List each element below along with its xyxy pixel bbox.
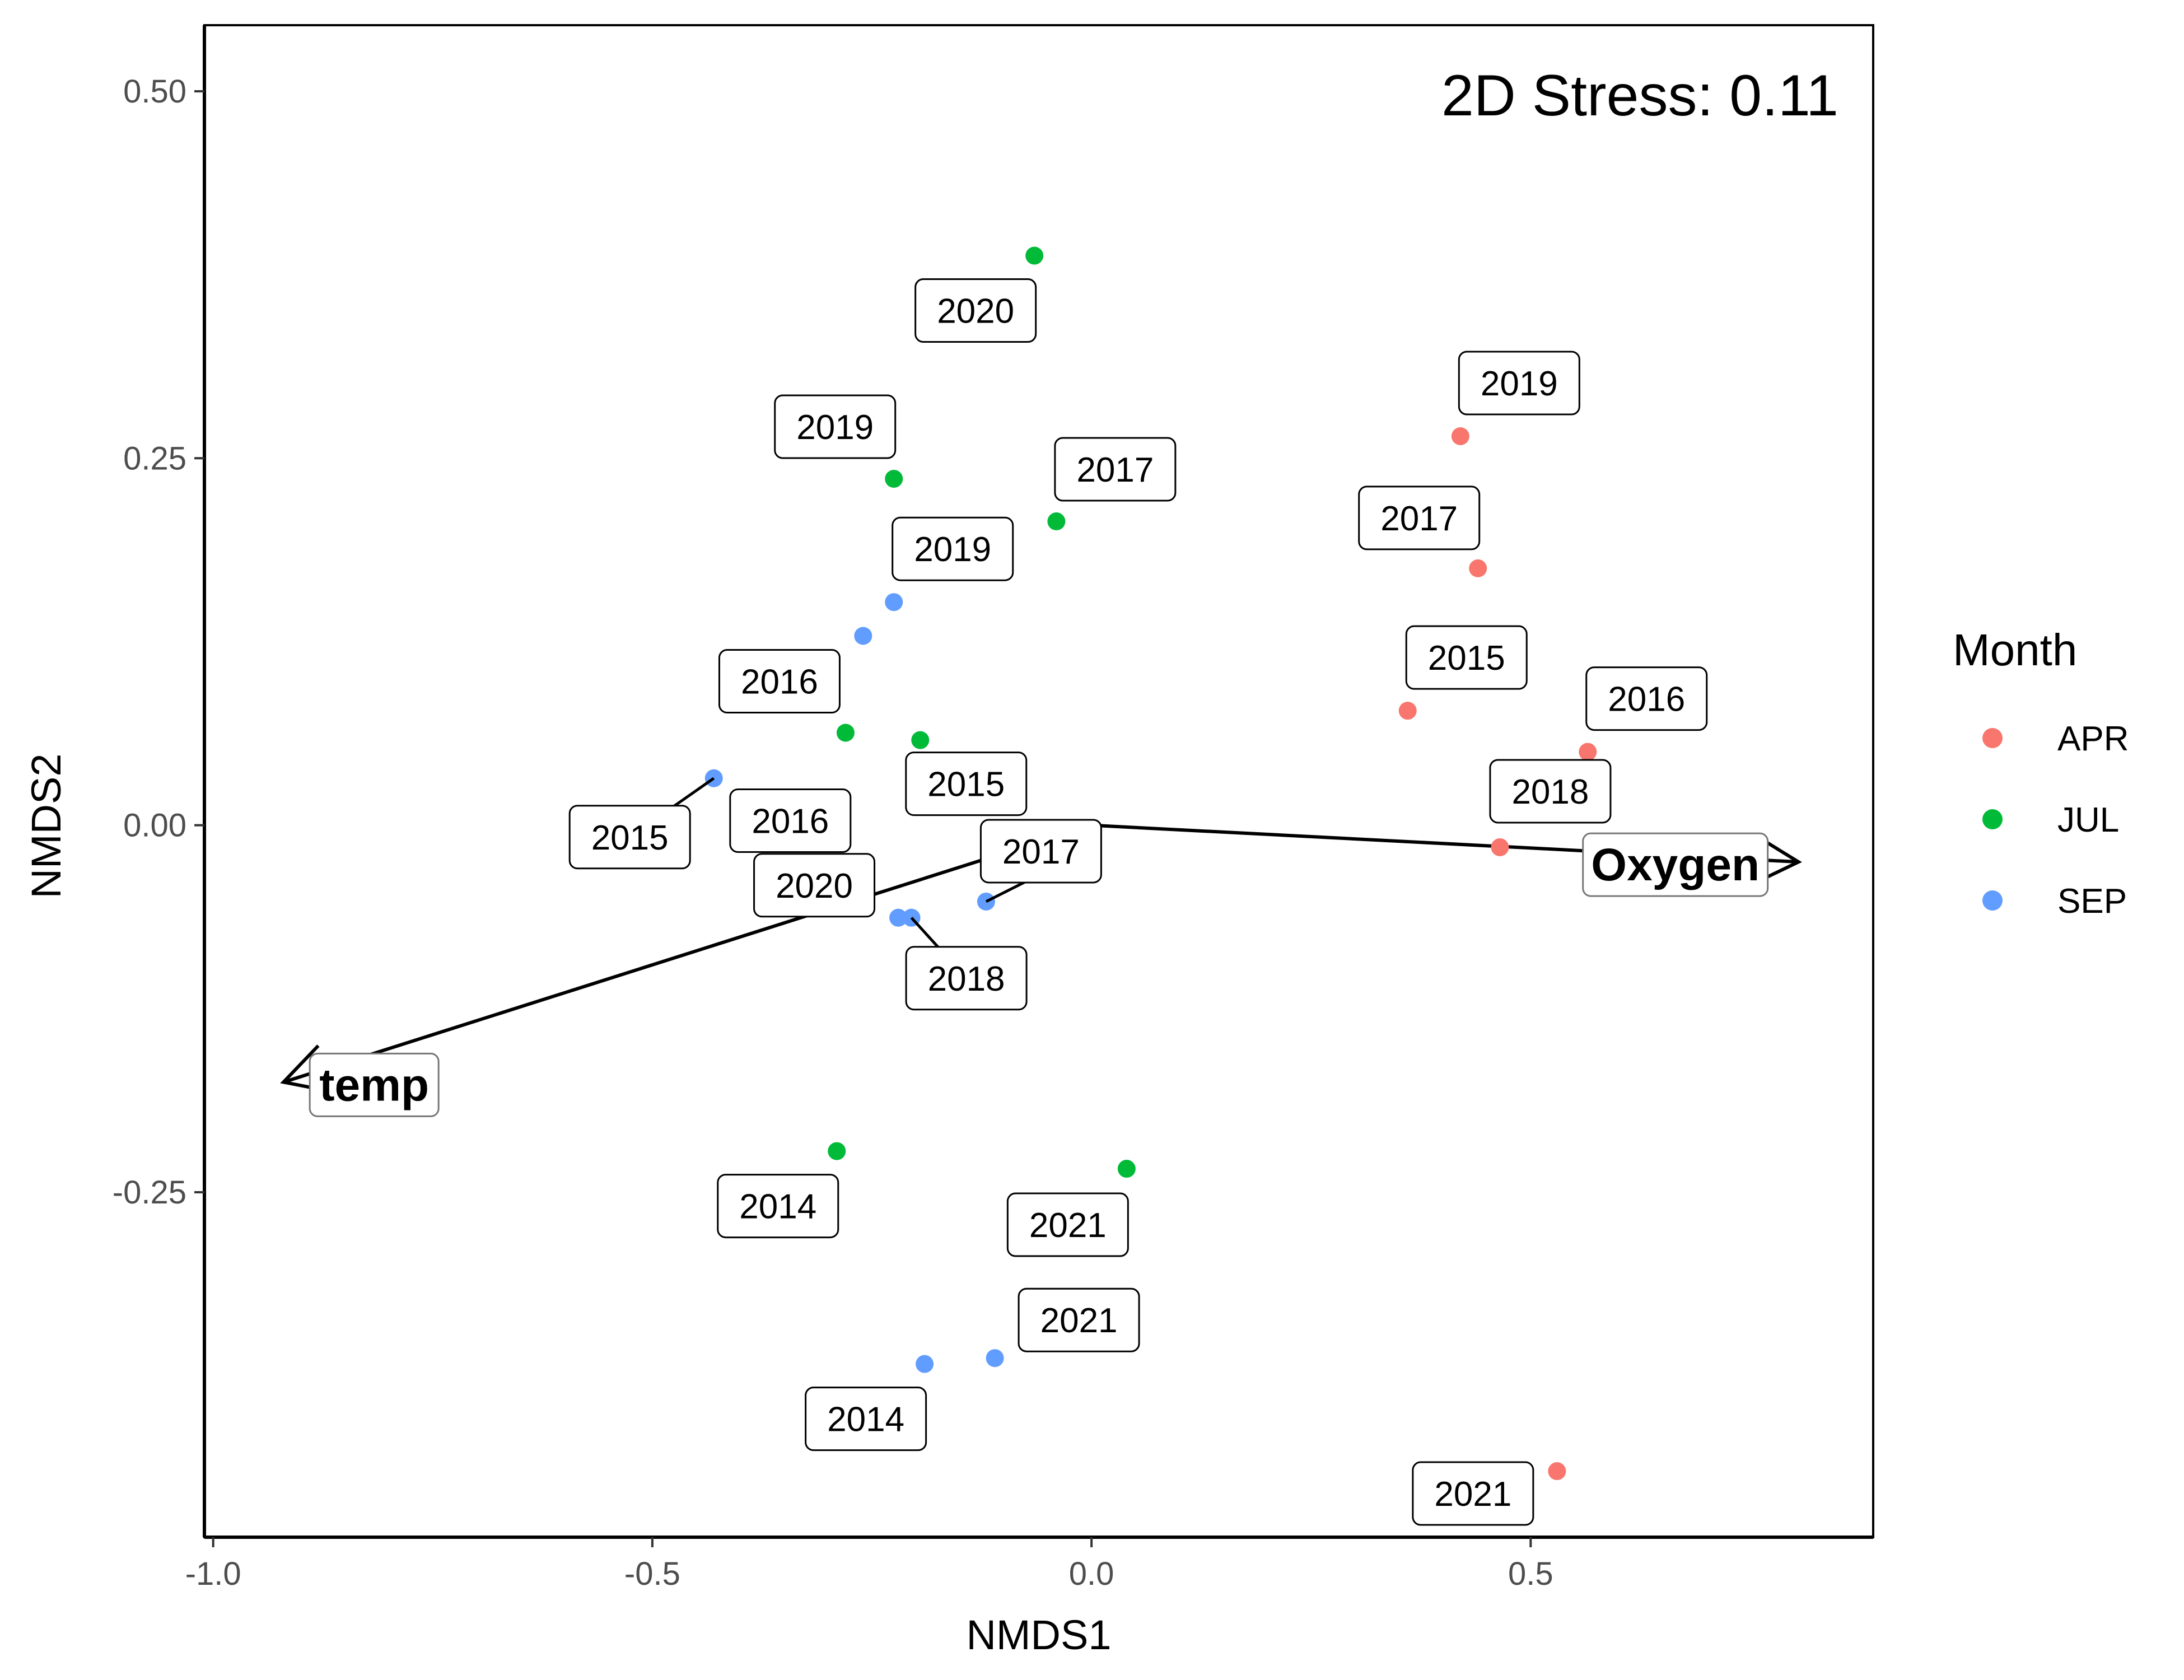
vector-label-box bbox=[1582, 832, 1769, 897]
point-label-box bbox=[1489, 759, 1612, 824]
point-label-box bbox=[753, 853, 876, 918]
point-label-box bbox=[717, 1174, 839, 1239]
data-point-jul-2016 bbox=[836, 724, 855, 742]
y-tick-label: -0.25 bbox=[113, 1174, 186, 1211]
data-point-sep-2019 bbox=[885, 593, 903, 612]
vector-label-box bbox=[309, 1052, 440, 1117]
x-tick-label: 0.5 bbox=[1508, 1556, 1553, 1592]
y-tick-label: 0.50 bbox=[123, 73, 186, 110]
vector-label: Oxygen bbox=[1591, 839, 1760, 890]
data-point-sep-2014 bbox=[916, 1355, 934, 1373]
point-label-box bbox=[1458, 351, 1580, 416]
y-axis-title: NMDS2 bbox=[23, 753, 69, 898]
point-label: 2015 bbox=[927, 766, 1005, 804]
point-label-box bbox=[1006, 1192, 1129, 1257]
point-label: 2018 bbox=[1511, 773, 1589, 811]
data-point-jul-2015 bbox=[911, 731, 930, 749]
stress-annotation: 2D Stress: 0.11 bbox=[1441, 63, 1838, 128]
vector-label: temp bbox=[319, 1060, 429, 1110]
data-point-sep-2021 bbox=[986, 1349, 1004, 1368]
point-label-box bbox=[905, 752, 1028, 816]
legend-label-jul: JUL bbox=[2057, 801, 2119, 839]
data-point-jul-2020 bbox=[1025, 246, 1044, 265]
point-label-box bbox=[1018, 1287, 1140, 1352]
point-label-box bbox=[1054, 437, 1177, 502]
point-label-box bbox=[1358, 486, 1481, 550]
point-label: 2014 bbox=[739, 1188, 816, 1226]
vector-temp-line bbox=[283, 823, 1093, 1084]
point-label: 2020 bbox=[776, 867, 853, 906]
data-point-jul-2014 bbox=[828, 1142, 846, 1160]
point-label: 2017 bbox=[1076, 451, 1154, 489]
data-point-apr-2019 bbox=[1451, 427, 1469, 445]
legend-key-apr bbox=[1982, 728, 2003, 748]
data-point-apr-2017 bbox=[1469, 559, 1487, 577]
data-point-jul-2021 bbox=[1117, 1160, 1136, 1178]
x-tick-label: -0.5 bbox=[624, 1556, 680, 1592]
data-point-apr-2018 bbox=[1491, 838, 1509, 856]
point-label-box bbox=[1585, 666, 1708, 731]
point-label: 2015 bbox=[1428, 639, 1505, 678]
data-point-apr-2015 bbox=[1398, 702, 1417, 720]
point-label: 2016 bbox=[752, 802, 829, 841]
point-label: 2017 bbox=[1002, 833, 1080, 871]
point-label-box bbox=[718, 648, 841, 713]
plot-panel bbox=[203, 24, 1874, 1539]
point-label-box bbox=[774, 394, 897, 459]
point-label-box bbox=[1412, 1461, 1534, 1526]
legend-label-sep: SEP bbox=[2057, 882, 2127, 921]
x-tick-label: 0.0 bbox=[1069, 1556, 1114, 1592]
legend-entries: APR JUL SEP bbox=[1982, 720, 2129, 921]
point-label-box bbox=[805, 1387, 927, 1452]
point-label: 2021 bbox=[1029, 1206, 1107, 1245]
point-label: 2021 bbox=[1434, 1475, 1511, 1514]
point-label-box bbox=[1405, 625, 1528, 690]
data-point-apr-2016 bbox=[1579, 743, 1597, 761]
point-label: 2021 bbox=[1040, 1301, 1118, 1340]
point-label: 2020 bbox=[937, 292, 1014, 331]
data-point-sep-2016 bbox=[854, 627, 872, 645]
point-label: 2019 bbox=[1481, 365, 1558, 403]
point-label: 2016 bbox=[741, 662, 818, 701]
x-axis-title: NMDS1 bbox=[966, 1612, 1111, 1658]
data-point-apr-2021 bbox=[1548, 1462, 1566, 1481]
point-label: 2014 bbox=[827, 1401, 904, 1439]
y-tick-label: 0.25 bbox=[123, 440, 186, 477]
point-label: 2018 bbox=[928, 960, 1005, 998]
x-tick-label: -1.0 bbox=[185, 1556, 241, 1592]
point-label-box bbox=[892, 516, 1014, 581]
axis-ticks: -1.0 -0.5 0.0 0.5 0.50 0.25 0.00 -0.25 bbox=[113, 73, 1553, 1592]
data-point-jul-2019 bbox=[885, 470, 903, 488]
data-points bbox=[704, 246, 1597, 1481]
point-labels: 2019 2017 2015 2016 2018 2021 2020 2019 2017 2016… bbox=[568, 278, 1708, 1526]
legend-label-apr: APR bbox=[2057, 720, 2129, 758]
point-label: 2016 bbox=[1608, 680, 1685, 719]
legend-title: Month bbox=[1953, 625, 2077, 675]
legend-key-jul bbox=[1982, 809, 2003, 829]
y-tick-label: 0.00 bbox=[123, 808, 186, 844]
point-label-box bbox=[729, 788, 852, 853]
point-label-box bbox=[568, 805, 691, 870]
point-label-box bbox=[905, 946, 1028, 1011]
vector-labels: temp Oxygen bbox=[309, 832, 1769, 1117]
data-point-jul-2017 bbox=[1047, 512, 1066, 531]
data-point-sep-2020 bbox=[889, 908, 908, 927]
legend-key-sep bbox=[1982, 890, 2003, 911]
point-label-box bbox=[979, 819, 1102, 884]
point-label-box bbox=[914, 278, 1037, 343]
point-label: 2015 bbox=[591, 819, 669, 857]
point-label: 2017 bbox=[1380, 500, 1458, 538]
point-label: 2019 bbox=[914, 530, 991, 569]
legend: Month APR JUL SEP bbox=[1953, 625, 2129, 921]
point-label: 2019 bbox=[796, 408, 874, 447]
